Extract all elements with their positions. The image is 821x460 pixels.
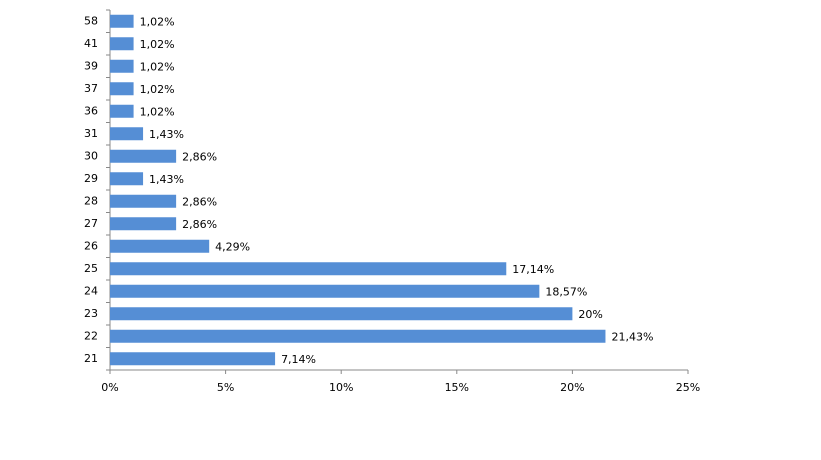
bar	[110, 307, 573, 321]
y-tick-label: 26	[84, 239, 98, 252]
y-tick-label: 31	[84, 127, 98, 140]
value-label: 1,02%	[140, 83, 175, 96]
y-tick-label: 30	[84, 149, 98, 162]
y-tick-label: 36	[84, 104, 98, 117]
y-tick-label: 39	[84, 59, 98, 72]
x-tick-label: 0%	[101, 381, 118, 394]
y-tick-label: 21	[84, 352, 98, 365]
value-label: 20%	[578, 308, 602, 321]
value-label: 2,86%	[182, 218, 217, 231]
bar	[110, 329, 606, 343]
x-tick-label: 25%	[676, 381, 700, 394]
bar	[110, 352, 276, 366]
value-label: 18,57%	[545, 285, 587, 298]
bar	[110, 59, 134, 73]
value-label: 1,02%	[140, 105, 175, 118]
value-label: 1,02%	[140, 15, 175, 28]
value-label: 2,86%	[182, 150, 217, 163]
y-tick-label: 41	[84, 37, 98, 50]
value-label: 7,14%	[281, 353, 316, 366]
y-tick-label: 23	[84, 307, 98, 320]
x-tick-label: 15%	[445, 381, 469, 394]
x-tick-label: 5%	[217, 381, 234, 394]
bar	[110, 217, 177, 231]
value-label: 1,43%	[149, 128, 184, 141]
value-label: 4,29%	[215, 240, 250, 253]
value-label: 1,02%	[140, 60, 175, 73]
bar	[110, 104, 134, 118]
y-tick-label: 22	[84, 329, 98, 342]
x-tick-label: 20%	[560, 381, 584, 394]
x-tick-label: 10%	[329, 381, 353, 394]
y-tick-label: 27	[84, 217, 98, 230]
bar	[110, 239, 210, 253]
value-label: 2,86%	[182, 195, 217, 208]
bar	[110, 149, 177, 163]
y-tick-label: 28	[84, 194, 98, 207]
value-label: 17,14%	[512, 263, 554, 276]
bar	[110, 82, 134, 96]
y-tick-label: 25	[84, 262, 98, 275]
bar	[110, 37, 134, 51]
bar	[110, 14, 134, 28]
bar	[110, 172, 144, 186]
value-label: 1,02%	[140, 38, 175, 51]
bar	[110, 127, 144, 141]
bar	[110, 194, 177, 208]
bar	[110, 262, 507, 276]
y-tick-label: 24	[84, 284, 98, 297]
y-tick-label: 29	[84, 172, 98, 185]
value-label: 21,43%	[611, 330, 653, 343]
bar	[110, 284, 540, 298]
value-label: 1,43%	[149, 173, 184, 186]
y-tick-label: 37	[84, 82, 98, 95]
y-tick-label: 58	[84, 14, 98, 27]
